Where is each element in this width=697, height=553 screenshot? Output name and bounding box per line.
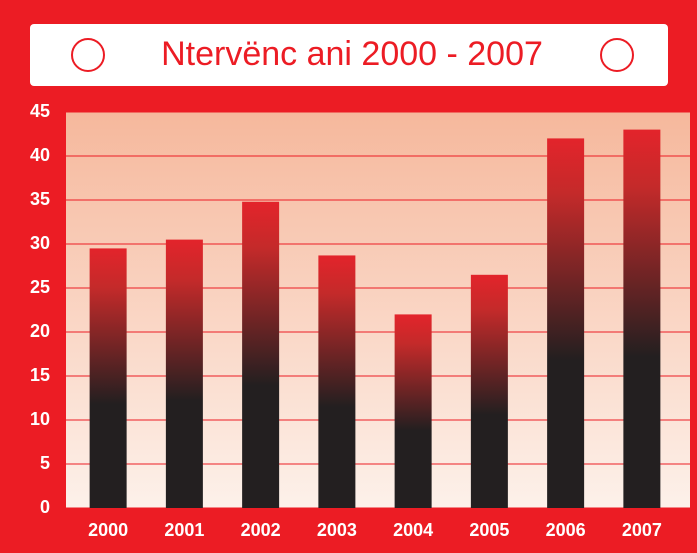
- bar: [318, 255, 355, 508]
- y-tick-label: 5: [40, 453, 50, 473]
- y-tick-label: 40: [30, 145, 50, 165]
- x-tick-label: 2001: [164, 520, 204, 540]
- y-tick-label: 25: [30, 277, 50, 297]
- y-tick-label: 15: [30, 365, 50, 385]
- bar: [166, 240, 203, 508]
- x-tick-label: 2004: [393, 520, 433, 540]
- bar: [90, 248, 127, 508]
- y-tick-label: 35: [30, 189, 50, 209]
- x-tick-label: 2003: [317, 520, 357, 540]
- x-tick-label: 2006: [546, 520, 586, 540]
- y-tick-label: 10: [30, 409, 50, 429]
- chart: Ntervënc ani 2000 - 2007 0 5 10 15 20 25 30 35 4…: [0, 0, 697, 553]
- x-tick-label: 2000: [88, 520, 128, 540]
- bar: [471, 275, 508, 508]
- x-tick-label: 2007: [622, 520, 662, 540]
- bar: [547, 138, 584, 508]
- chart-title: Ntervënc ani 2000 - 2007: [161, 35, 543, 73]
- y-tick-label: 20: [30, 321, 50, 341]
- y-tick-label: 30: [30, 233, 50, 253]
- y-tick-label: 0: [40, 497, 50, 517]
- y-tick-label: 45: [30, 101, 50, 121]
- x-tick-label: 2005: [469, 520, 509, 540]
- bar: [395, 314, 432, 508]
- plot-area: [66, 112, 690, 508]
- x-tick-label: 2002: [241, 520, 281, 540]
- bar: [242, 202, 279, 508]
- bar: [623, 130, 660, 508]
